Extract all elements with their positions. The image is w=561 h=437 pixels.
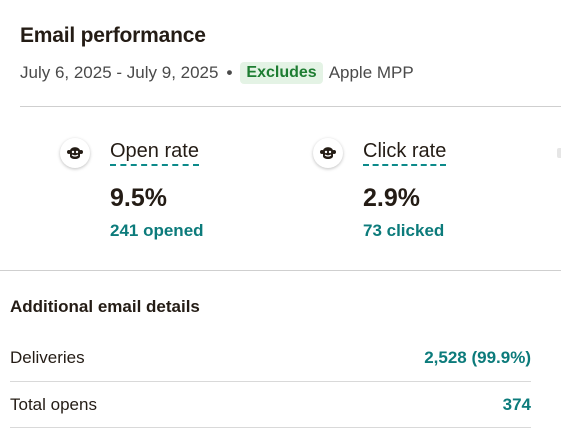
deliveries-label: Deliveries	[10, 348, 85, 367]
total-opens-value[interactable]: 374	[502, 395, 531, 414]
separator-dot: •	[226, 63, 233, 82]
click-rate-value: 2.9%	[363, 184, 420, 212]
page-title: Email performance	[20, 24, 206, 47]
row-divider	[10, 427, 531, 428]
mailchimp-freddie-icon	[313, 138, 343, 168]
detail-row-deliveries: Deliveries 2,528 (99.9%)	[10, 348, 531, 368]
divider	[20, 106, 561, 107]
opened-count: 241 opened	[110, 221, 204, 240]
row-divider	[10, 381, 531, 382]
click-rate-label[interactable]: Click rate	[363, 140, 447, 166]
detail-row-total-opens: Total opens 374	[10, 395, 531, 415]
clicked-count: 73 clicked	[363, 221, 445, 240]
deliveries-value[interactable]: 2,528 (99.9%)	[424, 348, 531, 367]
total-opens-label: Total opens	[10, 395, 97, 414]
divider	[0, 270, 561, 271]
date-range: July 6, 2025 - July 9, 2025	[20, 63, 219, 82]
open-rate-value: 9.5%	[110, 184, 167, 212]
mailchimp-freddie-icon	[60, 138, 90, 168]
excludes-badge: Excludes	[240, 62, 323, 84]
details-title: Additional email details	[10, 297, 200, 316]
next-metric-edge	[557, 148, 561, 158]
open-rate-label[interactable]: Open rate	[110, 140, 199, 166]
date-range-line: July 6, 2025 - July 9, 2025 • Excludes A…	[20, 62, 414, 84]
apple-mpp-label: Apple MPP	[328, 63, 414, 82]
